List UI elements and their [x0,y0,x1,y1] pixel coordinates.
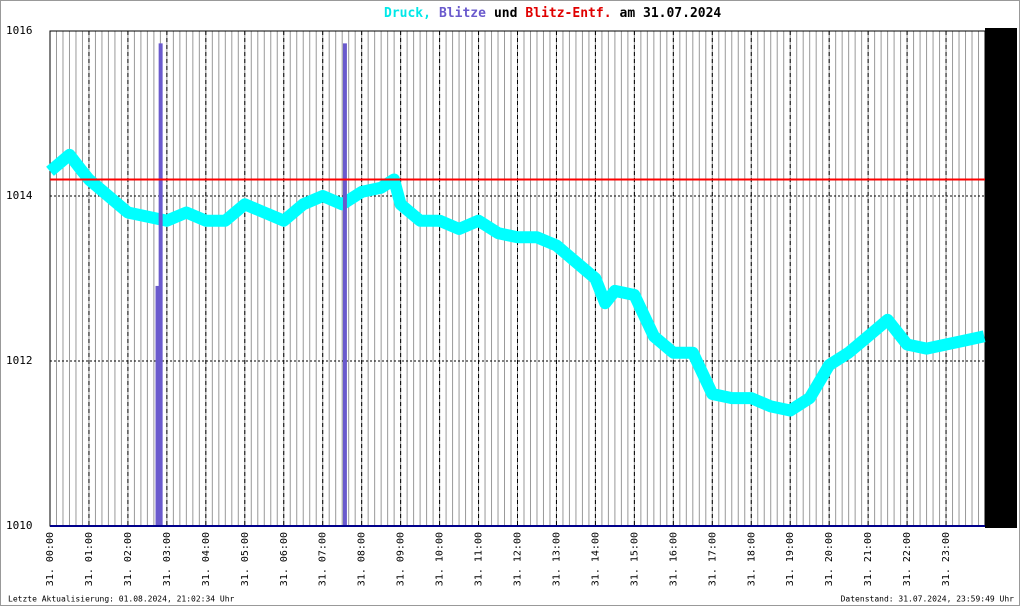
chart-title: Druck, Blitze und Blitz-Entf. am 31.07.2024 [384,6,721,21]
title-part: am 31.07.2024 [620,6,722,21]
right-strip [985,28,1017,528]
x-tick-label: 31. 23:00 [941,532,952,586]
x-tick-label: 31. 10:00 [435,532,446,586]
x-tick-label: 31. 19:00 [785,532,796,586]
x-tick-label: 31. 21:00 [863,532,874,586]
series-line [46,148,986,417]
blitz-bar [155,285,160,526]
x-tick-label: 31. 06:00 [279,532,290,586]
x-tick-label: 31. 18:00 [746,532,757,586]
x-tick-label: 31. 05:00 [240,532,251,586]
blitz-bar [158,43,163,526]
x-tick-label: 31. 13:00 [551,532,562,586]
title-part: Druck, [384,6,431,21]
x-tick-label: 31. 17:00 [707,532,718,586]
y-tick-label: 1010 [6,519,33,532]
x-tick-label: 31. 22:00 [902,532,913,586]
x-tick-label: 31. 09:00 [396,532,407,586]
x-tick-label: 31. 14:00 [590,532,601,586]
x-tick-label: 31. 15:00 [629,532,640,586]
footer-left: Letzte Aktualisierung: 01.08.2024, 21:02… [8,595,235,604]
x-tick-label: 31. 08:00 [357,532,368,586]
x-tick-label: 31. 00:00 [45,532,56,586]
x-tick-label: 31. 04:00 [201,532,212,586]
y2-tick-label: 10 [996,272,1009,285]
title-part: und [494,6,517,21]
x-tick-label: 31. 11:00 [474,532,485,586]
title-part: Blitz-Entf. [525,6,611,21]
y-tick-label: 1016 [6,24,33,37]
y-tick-label: 1012 [6,354,33,367]
x-tick-label: 31. 01:00 [84,532,95,586]
x-tick-label: 31. 03:00 [162,532,173,586]
x-tick-label: 31. 20:00 [824,532,835,586]
title-part: Blitze [439,6,486,21]
blitz-bar [342,43,347,526]
x-tick-label: 31. 07:00 [318,532,329,586]
y-tick-label: 1014 [6,189,33,202]
x-tick-label: 31. 16:00 [668,532,679,586]
footer-right: Datenstand: 31.07.2024, 23:59:49 Uhr [841,595,1015,604]
plot [46,30,986,527]
x-tick-label: 31. 12:00 [513,532,524,586]
x-tick-label: 31. 02:00 [123,532,134,586]
